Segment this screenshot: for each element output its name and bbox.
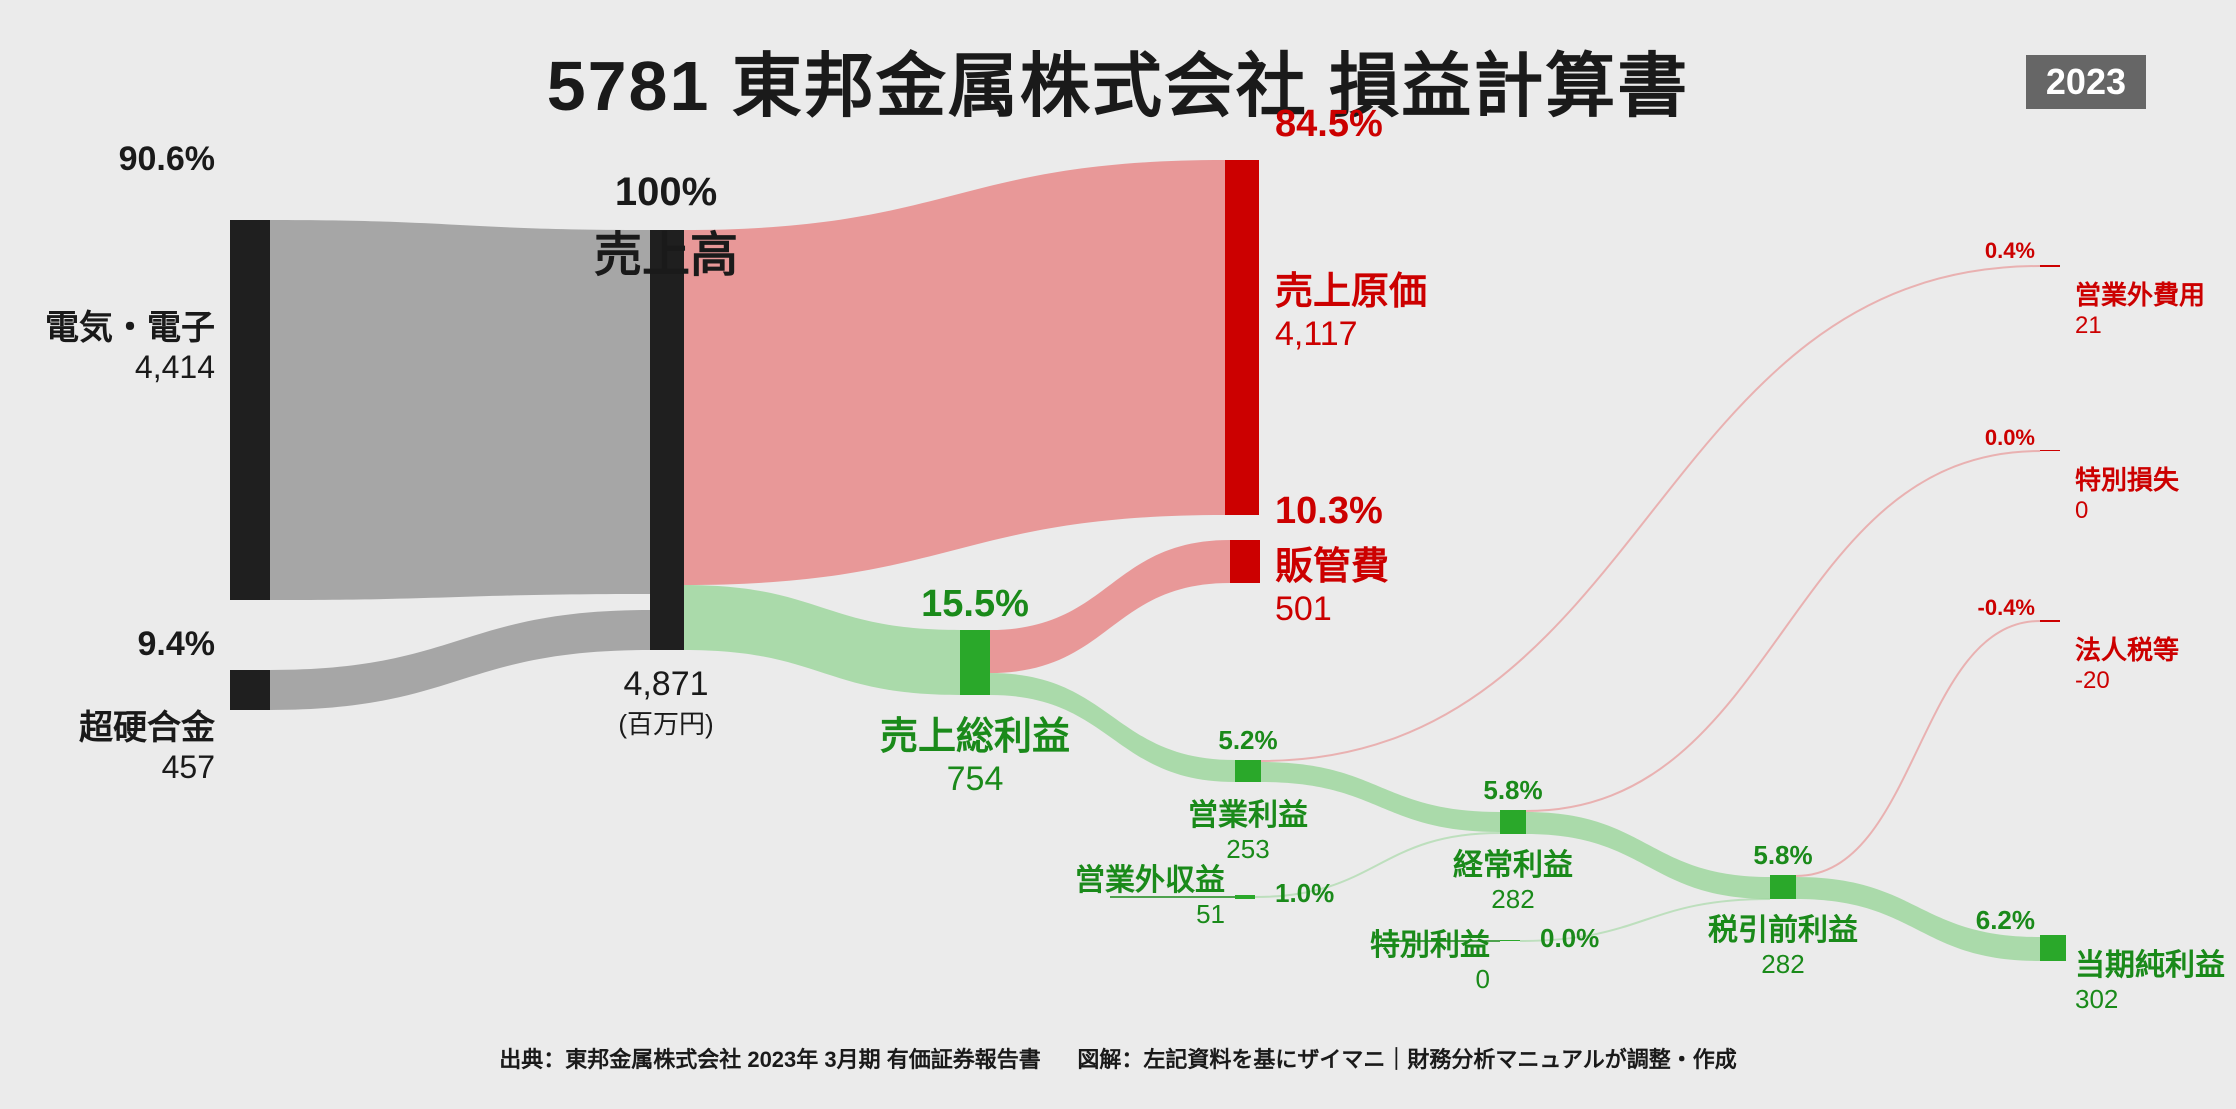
node-label-extra_loss: 0.0% [1985,425,2035,451]
node-label-revenue: 4,871(百万円) [618,665,713,741]
node-label-net: 6.2% [1976,905,2035,936]
footer-source: 出典：東邦金属株式会社 2023年 3月期 有価証券報告書 [499,1047,1041,1072]
node-label-gross: 売上総利益754 [880,705,1070,799]
node-label-tax: 法人税等-20 [2075,630,2179,695]
footer-credit: 図解：左記資料を基にザイマニ｜財務分析マニュアルが調整・作成 [1077,1047,1736,1072]
node-label-gross: 15.5% [921,583,1029,626]
node-label-tax: -0.4% [1978,595,2035,621]
node-label-sga: 10.3% [1275,490,1383,533]
node-label-op_income: 営業利益253 [1188,790,1308,865]
node-label-sga: 販管費501 [1275,535,1389,629]
node-label-ordinary: 経常利益282 [1453,840,1573,915]
node-label-ordinary: 5.8% [1483,775,1542,806]
node-label-extra_loss: 特別損失0 [2075,460,2179,525]
node-label-pretax: 5.8% [1753,840,1812,871]
node-label-op_income: 5.2% [1218,725,1277,756]
node-label-nonop_inc: 1.0% [1275,878,1334,909]
node-label-nonop_exp: 営業外費用21 [2075,275,2205,340]
footer-credits: 出典：東邦金属株式会社 2023年 3月期 有価証券報告書 図解：左記資料を基に… [0,1042,2236,1074]
node-label-revenue: 100%売上高 [594,170,738,285]
node-label-cogs: 売上原価4,117 [1275,260,1427,354]
node-label-extra_gain: 特別利益0 [1370,920,1490,995]
sankey-diagram [0,0,2236,1109]
node-label-nonop_exp: 0.4% [1985,238,2035,264]
node-label-carbide: 9.4% [138,625,216,664]
node-label-extra_gain: 0.0% [1540,923,1599,954]
node-label-electronics: 90.6% [119,140,215,179]
node-label-cogs: 84.5% [1275,103,1383,146]
node-label-carbide: 超硬合金457 [79,700,215,786]
node-label-pretax: 税引前利益282 [1708,905,1858,980]
node-label-nonop_inc: 営業外収益51 [1075,855,1225,930]
node-label-net: 当期純利益302 [2075,940,2225,1015]
node-label-electronics: 電気・電子4,414 [45,300,215,386]
